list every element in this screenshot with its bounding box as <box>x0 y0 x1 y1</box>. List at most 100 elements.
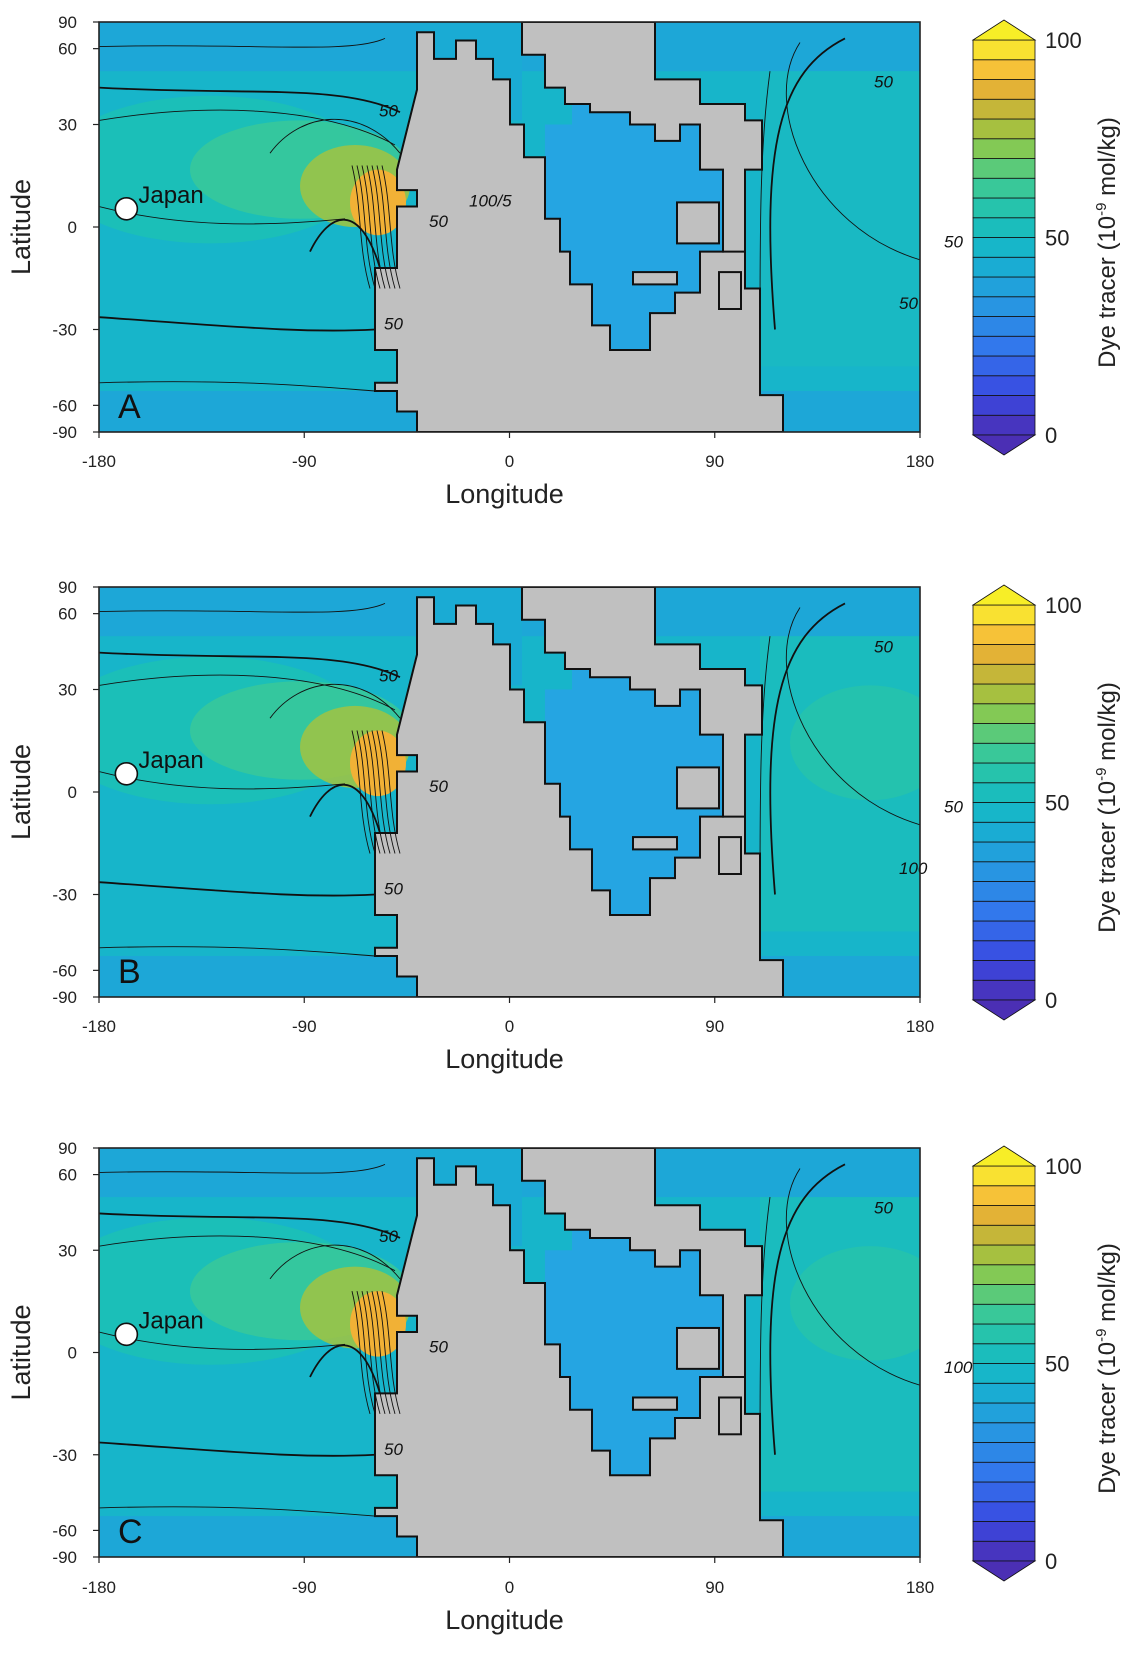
contour-line <box>99 86 401 114</box>
colorbar-segment <box>972 217 1036 238</box>
contour-label: 50 <box>874 73 893 92</box>
contour-line <box>785 1168 920 1386</box>
colorbar-segment <box>972 861 1036 882</box>
colorbar-segment <box>972 604 1036 626</box>
contour-line <box>371 730 391 854</box>
colorbar-segment <box>972 1521 1036 1542</box>
y-tick-label: 0 <box>68 218 77 237</box>
x-tick-label: 90 <box>705 1578 724 1597</box>
contour-line <box>361 165 381 289</box>
x-axis-title: Longitude <box>445 1605 564 1635</box>
colorbar-segment <box>972 1244 1036 1266</box>
colorbar-title-exponent: -9 <box>1093 767 1110 780</box>
contour-line <box>99 651 401 679</box>
east-warm-pool <box>790 685 920 801</box>
contour-label: 50 <box>899 294 918 313</box>
contour-line <box>99 381 376 392</box>
land-mass <box>521 587 763 818</box>
contour-line <box>99 1163 386 1174</box>
contour-line <box>351 730 371 854</box>
contour-line <box>269 118 401 154</box>
plot-area <box>99 587 920 997</box>
y-tick-label: 60 <box>58 605 77 624</box>
colorbar-segment <box>972 1224 1036 1246</box>
x-tick-label: -90 <box>292 452 317 471</box>
land-island <box>676 1326 720 1370</box>
contour-label: 50 <box>384 315 403 334</box>
colorbar: 100 50 0 Dye tracer (10-9 mol/kg) <box>971 19 1121 456</box>
colorbar-segment <box>972 276 1036 298</box>
marker-label: Japan <box>138 182 203 209</box>
colorbar-segment <box>972 1264 1036 1285</box>
y-axis-title: Latitude <box>6 179 36 275</box>
colorbar-tick-label: 0 <box>1045 1549 1057 1574</box>
colorbar-segment <box>972 782 1036 803</box>
colorbar-segment <box>972 979 1036 1001</box>
contour-line <box>99 602 386 613</box>
contour-line <box>99 1441 376 1457</box>
colorbar-segment <box>972 138 1036 159</box>
panel-letter: A <box>118 388 141 426</box>
y-tick-label: 30 <box>58 1241 77 1260</box>
contour-line <box>376 730 396 854</box>
colorbar-segment <box>972 316 1036 337</box>
colorbar-segment <box>972 1284 1036 1305</box>
colorbar-title-main: Dye tracer (10 <box>1094 781 1121 933</box>
colorbar-segment <box>972 940 1036 961</box>
contour-line <box>759 636 771 895</box>
contour-label: 50 <box>944 233 963 252</box>
colorbar-title: Dye tracer (10-9 mol/kg) <box>1093 117 1121 368</box>
x-tick-label: -180 <box>82 1578 116 1597</box>
contour-label: 50 <box>379 101 398 120</box>
colorbar-title-suffix: mol/kg) <box>1094 1243 1121 1328</box>
y-tick-label: -60 <box>52 396 77 415</box>
colorbar-segment <box>972 39 1036 61</box>
y-tick-label: 30 <box>58 116 77 135</box>
colorbar-title-main: Dye tracer (10 <box>1094 216 1121 368</box>
y-tick-label: -90 <box>52 423 77 442</box>
colorbar-segment <box>972 1343 1036 1364</box>
contour-line <box>99 946 376 957</box>
colorbar-segment <box>972 335 1036 357</box>
colorbar-segment <box>972 920 1036 942</box>
colorbar-title-main: Dye tracer (10 <box>1094 1342 1121 1494</box>
colorbar-tick-label: 100 <box>1045 593 1082 618</box>
y-tick-label: 90 <box>58 13 77 32</box>
contour-line <box>356 165 376 289</box>
x-tick-label: -180 <box>82 1017 116 1036</box>
contour-line <box>356 730 376 854</box>
contour-line <box>361 730 381 854</box>
inner-basin <box>505 104 723 350</box>
colorbar: 100 50 0 Dye tracer (10-9 mol/kg) <box>971 584 1121 1021</box>
land-mass <box>521 1148 763 1379</box>
colorbar-segment <box>972 644 1036 665</box>
contour-line <box>381 165 401 289</box>
y-tick-label: 0 <box>68 1344 77 1363</box>
colorbar-title-suffix: mol/kg) <box>1094 682 1121 767</box>
x-tick-label: -90 <box>292 1017 317 1036</box>
land-mass <box>374 596 784 997</box>
contour-line <box>376 1291 396 1414</box>
colorbar-min-cap <box>971 999 1037 1021</box>
colorbar-segment <box>972 1442 1036 1463</box>
panel-letter: B <box>118 953 141 991</box>
x-tick-label: 180 <box>906 1578 934 1597</box>
y-tick-label: -30 <box>52 321 77 340</box>
contour-label: 50 <box>874 1198 893 1217</box>
colorbar-segment <box>972 1303 1036 1325</box>
contour-line <box>381 1291 401 1414</box>
inner-basin <box>505 669 723 915</box>
contour-label: 50 <box>874 638 893 657</box>
contour-line <box>759 1197 771 1455</box>
land-mass <box>374 31 784 432</box>
contour-label: 100 <box>899 859 928 878</box>
plot-area <box>99 1148 920 1557</box>
colorbar-segment <box>972 1481 1036 1503</box>
colorbar-segment <box>972 375 1036 396</box>
x-tick-label: 0 <box>505 452 514 471</box>
contour-line <box>99 1506 376 1517</box>
colorbar-segment <box>972 395 1036 416</box>
colorbar-max-cap <box>971 1145 1037 1167</box>
contour-line <box>99 881 376 897</box>
